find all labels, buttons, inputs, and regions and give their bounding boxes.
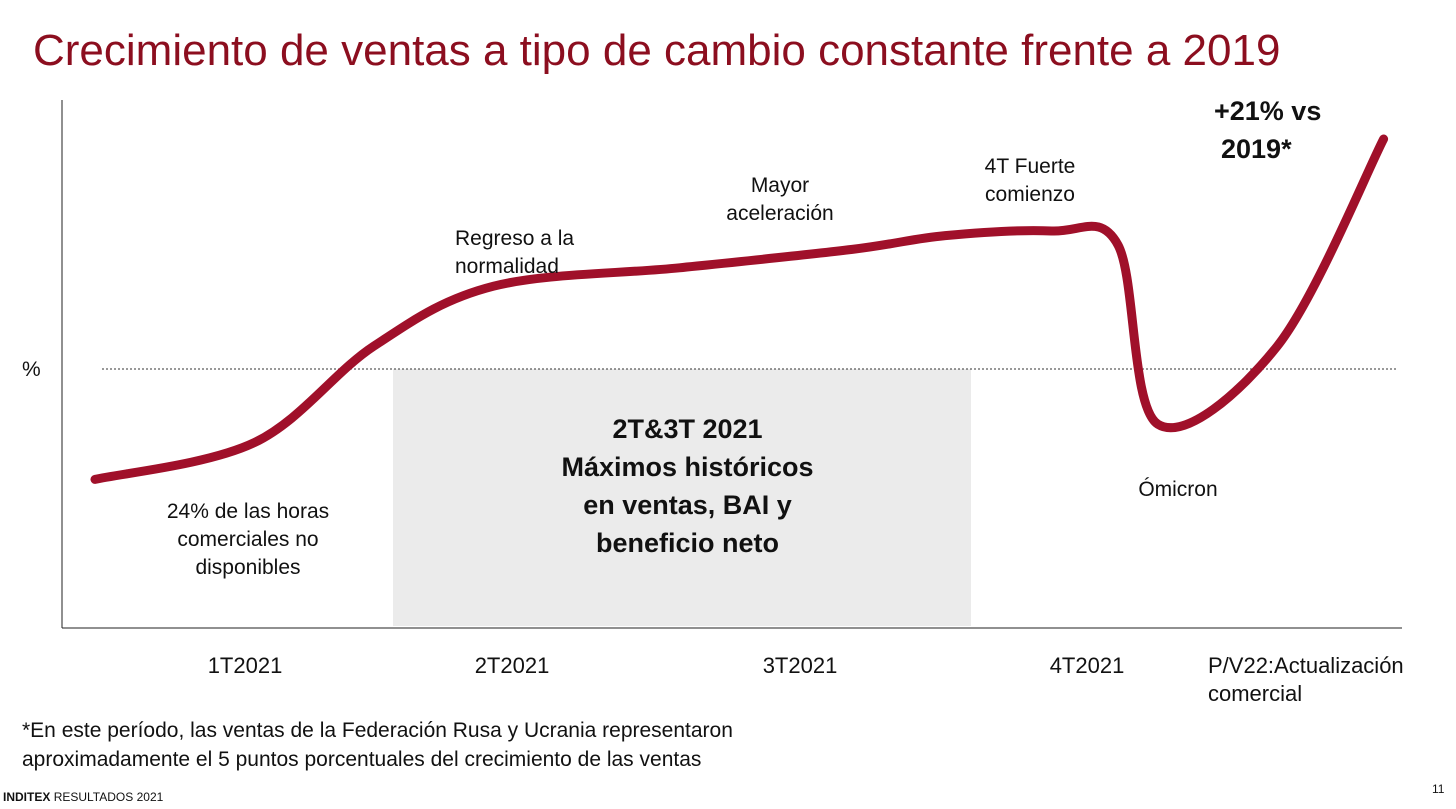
annotation-line: Regreso a la [455, 227, 575, 250]
peak-label-line: +21% vs [1214, 96, 1322, 126]
annotation-return-normal: Regreso a la normalidad [455, 225, 574, 281]
annotation-line: normalidad [455, 255, 559, 278]
annotation-omicron: Ómicron [1118, 476, 1238, 504]
x-tick-label: 4T2021 [1049, 653, 1125, 678]
footer: INDITEX RESULTADOS 2021 [3, 790, 163, 804]
annotation-line: aceleración [726, 202, 834, 225]
footnote-line: *En este período, las ventas de la Feder… [22, 719, 733, 742]
highlight-line: beneficio neto [595, 528, 779, 558]
page-title: Crecimiento de ventas a tipo de cambio c… [33, 26, 1281, 75]
footer-brand: INDITEX [3, 790, 51, 804]
annotation-line: comerciales no [177, 528, 319, 551]
annotation-line: 4T Fuerte [984, 155, 1076, 178]
annotation-line: 24% de las horas [166, 500, 330, 523]
x-tick-label: P/V22:Actualización comercial [1208, 653, 1404, 706]
annotation-line: disponibles [195, 556, 301, 579]
annotation-line: comienzo [985, 183, 1075, 206]
footnote: *En este período, las ventas de la Feder… [22, 716, 733, 774]
highlight-line: en ventas, BAI y [583, 490, 792, 520]
highlight-box [393, 369, 971, 626]
peak-label: +21% vs 2019* [1214, 92, 1321, 168]
annotation-hours-unavailable: 24% de las horas comerciales no disponib… [138, 498, 358, 582]
page-number: 11 [1432, 782, 1445, 796]
annotation-line: Mayor [750, 174, 810, 197]
footer-text: RESULTADOS 2021 [53, 790, 164, 804]
x-tick-label: 3T2021 [762, 653, 838, 678]
x-tick-label: 1T2021 [207, 653, 283, 678]
footnote-line: aproximadamente el 5 puntos porcentuales… [22, 748, 702, 771]
x-tick-label: 2T2021 [474, 653, 550, 678]
highlight-text: 2T&3T 2021 Máximos históricos en ventas,… [395, 410, 980, 562]
y-axis-label: % [22, 358, 41, 381]
annotation-strong-start: 4T Fuerte comienzo [960, 153, 1100, 209]
highlight-line: Máximos históricos [561, 452, 814, 482]
peak-label-line: 2019* [1221, 134, 1292, 164]
annotation-acceleration: Mayor aceleración [700, 172, 860, 228]
series-line [90, 134, 1389, 484]
annotation-line: Ómicron [1138, 478, 1218, 501]
highlight-line: 2T&3T 2021 [612, 414, 763, 444]
